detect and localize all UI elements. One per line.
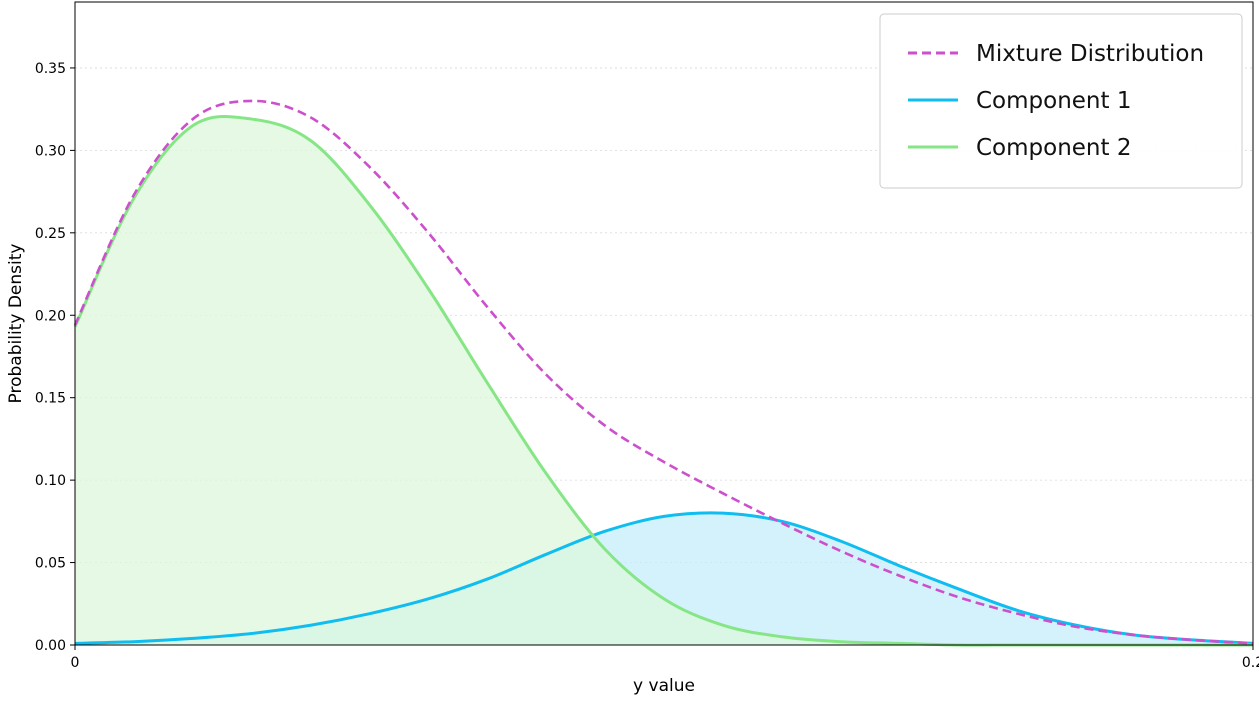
y-axis: 0.00 0.05 0.10 0.15 0.20 0.25 0.30 0.35: [35, 61, 75, 654]
area-fill-component-2: [75, 116, 1253, 646]
y-tick-label: 0.10: [35, 473, 66, 489]
x-axis-label: y value: [633, 676, 695, 696]
legend-label: Mixture Distribution: [976, 41, 1204, 67]
legend-label: Component 1: [976, 88, 1131, 114]
area-fill-component-1: [75, 512, 1253, 645]
legend-entry-mixture-distribution: Mixture Distribution: [908, 41, 1204, 67]
legend-label: Component 2: [976, 135, 1131, 161]
y-tick-label: 0.00: [35, 638, 66, 654]
y-tick-label: 0.05: [35, 556, 66, 572]
y-tick-label: 0.35: [35, 61, 66, 77]
legend-entry-component-1: Component 1: [908, 88, 1131, 114]
legend-box: [879, 13, 1243, 189]
legend: Mixture Distribution Component 1 Component…: [879, 13, 1243, 189]
x-tick-label: 0.2: [1242, 655, 1259, 671]
y-tick-label: 0.20: [35, 308, 66, 324]
series-line-mixture-distribution: [73, 99, 1254, 645]
y-tick-label: 0.25: [35, 226, 66, 242]
legend-entry-component-2: Component 2: [908, 135, 1131, 161]
series-line-component-1: [74, 511, 1254, 645]
y-axis-label: Probability Density: [6, 244, 26, 404]
x-tick-label: 0: [71, 655, 80, 671]
y-tick-label: 0.30: [35, 143, 66, 159]
x-axis: 00.2: [71, 645, 1259, 671]
y-tick-label: 0.15: [35, 391, 66, 407]
area-fills: [75, 116, 1253, 646]
plot-frame: [74, 1, 1254, 646]
